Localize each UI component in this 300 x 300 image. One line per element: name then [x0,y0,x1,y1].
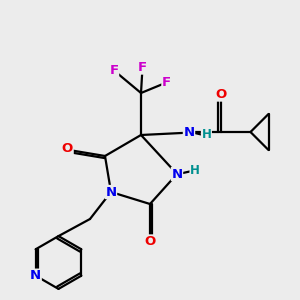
Text: N: N [171,167,183,181]
Text: O: O [144,235,156,248]
Text: N: N [105,185,117,199]
Text: H: H [190,164,200,178]
Text: O: O [62,142,73,155]
Text: F: F [138,61,147,74]
Text: F: F [162,76,171,89]
Text: N: N [183,125,195,139]
Text: F: F [110,64,118,77]
Text: N: N [30,269,41,282]
Text: H: H [202,128,211,142]
Text: O: O [215,88,226,101]
